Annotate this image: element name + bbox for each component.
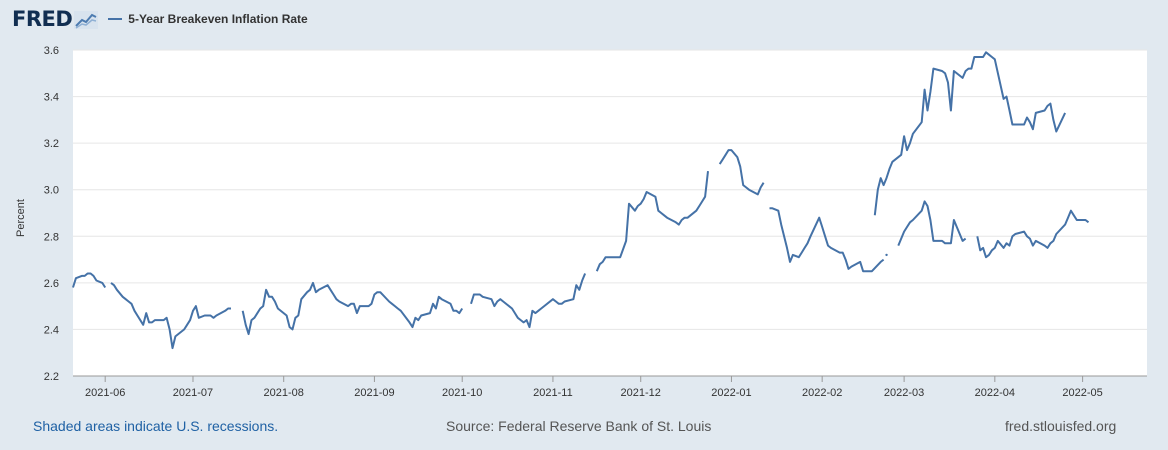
x-tick-label: 2021-11 [533,387,573,399]
x-tick-label: 2021-08 [264,387,304,399]
series-line-segment [873,51,1067,216]
site-link[interactable]: fred.stlouisfed.org [1005,418,1117,434]
x-tick-label: 2022-03 [884,387,924,399]
y-tick-label: 3.6 [44,45,59,57]
y-tick-label: 2.4 [44,324,59,336]
fred-logo-text: FRED [12,7,73,31]
series-line-segment [718,149,765,196]
legend-label: 5-Year Breakeven Inflation Rate [128,12,308,26]
y-tick-label: 3.0 [44,185,59,197]
series-line-segment [976,209,1090,259]
y-tick-label: 2.8 [44,231,59,243]
series-line-segment [595,170,709,272]
chart-line-icon [74,11,99,29]
series-point [885,253,888,257]
y-tick-label: 2.2 [44,371,59,383]
fred-logo[interactable]: FRED [12,7,99,31]
x-tick-label: 2022-02 [802,387,842,399]
x-tick-label: 2022-05 [1062,387,1102,399]
y-tick-label: 3.4 [44,92,59,104]
y-tick-label: 2.6 [44,278,59,290]
series-line-segment [241,281,464,336]
plot-area [73,50,1147,376]
legend-swatch [108,18,123,20]
x-tick-label: 2021-09 [354,387,394,399]
x-tick-label: 2021-10 [442,387,482,399]
x-tick-label: 2021-12 [621,387,661,399]
y-tick-label: 3.2 [44,138,59,150]
x-tick-label: 2021-07 [173,387,213,399]
recession-note-link[interactable]: Shaded areas indicate U.S. recessions. [33,418,279,434]
series-line-segment [897,200,967,246]
source-text: Source: Federal Reserve Bank of St. Loui… [446,418,712,434]
line-chart: 2.2 2.4 2.6 2.8 3.0 3.2 3.4 3.6 2021-06 2021-07 20… [44,45,1147,399]
chart-legend: 5-Year Breakeven Inflation Rate [108,12,308,26]
series-line-segment [72,272,107,289]
series-line-segment [769,207,885,273]
x-tick-label: 2021-06 [85,387,125,399]
x-tick-label: 2022-01 [711,387,751,399]
x-tick-label: 2022-04 [975,387,1015,399]
chart-header: FRED 5-Year Breakeven Inflation Rate [12,6,308,32]
series-line-segment [470,273,587,329]
series-line-segment [110,282,231,350]
